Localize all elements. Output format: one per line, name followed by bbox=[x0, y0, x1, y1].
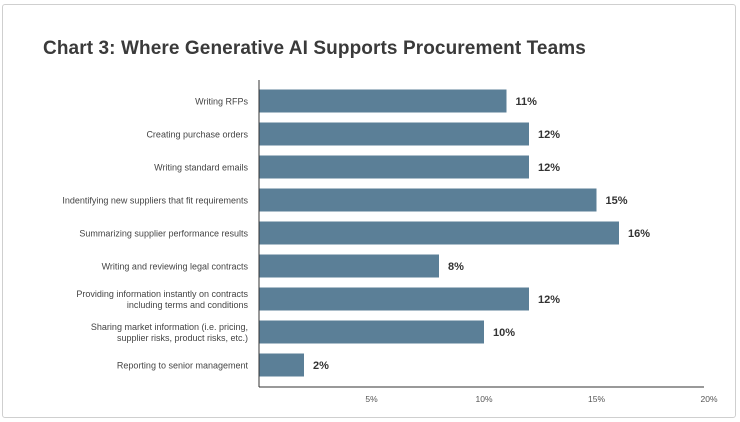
bar-value-label: 8% bbox=[448, 261, 464, 273]
bar-value-label: 12% bbox=[538, 294, 560, 306]
bar bbox=[259, 353, 304, 377]
x-tick-label: 10% bbox=[475, 394, 492, 404]
bar-value-label: 2% bbox=[313, 360, 329, 372]
category-label: Writing standard emails bbox=[154, 163, 248, 173]
category-label: Writing RFPs bbox=[195, 97, 248, 107]
bar-value-label: 16% bbox=[628, 228, 650, 240]
category-label: supplier risks, product risks, etc.) bbox=[117, 333, 248, 343]
category-label: Providing information instantly on contr… bbox=[76, 289, 248, 299]
bar-value-label: 12% bbox=[538, 129, 560, 141]
chart-title: Chart 3: Where Generative AI Supports Pr… bbox=[43, 38, 586, 59]
bar bbox=[259, 320, 484, 344]
bar-value-label: 10% bbox=[493, 327, 515, 339]
bar bbox=[259, 221, 619, 245]
bar bbox=[259, 254, 439, 278]
category-label: including terms and conditions bbox=[127, 300, 249, 310]
category-label: Writing and reviewing legal contracts bbox=[102, 262, 249, 272]
category-label: Indentifying new suppliers that fit requ… bbox=[62, 196, 248, 206]
bar-value-label: 12% bbox=[538, 162, 560, 174]
x-tick-label: 15% bbox=[588, 394, 605, 404]
bar-value-label: 15% bbox=[606, 195, 628, 207]
bar-value-label: 11% bbox=[516, 96, 538, 108]
bar bbox=[259, 89, 507, 113]
bar bbox=[259, 155, 529, 179]
category-label: Creating purchase orders bbox=[146, 130, 248, 140]
x-tick-label: 20% bbox=[700, 394, 717, 404]
bar bbox=[259, 188, 597, 212]
category-label: Sharing market information (i.e. pricing… bbox=[91, 322, 248, 332]
x-tick-label: 5% bbox=[365, 394, 378, 404]
bar bbox=[259, 287, 529, 311]
category-label: Summarizing supplier performance results bbox=[79, 229, 248, 239]
bar bbox=[259, 122, 529, 146]
category-label: Reporting to senior management bbox=[117, 361, 249, 371]
